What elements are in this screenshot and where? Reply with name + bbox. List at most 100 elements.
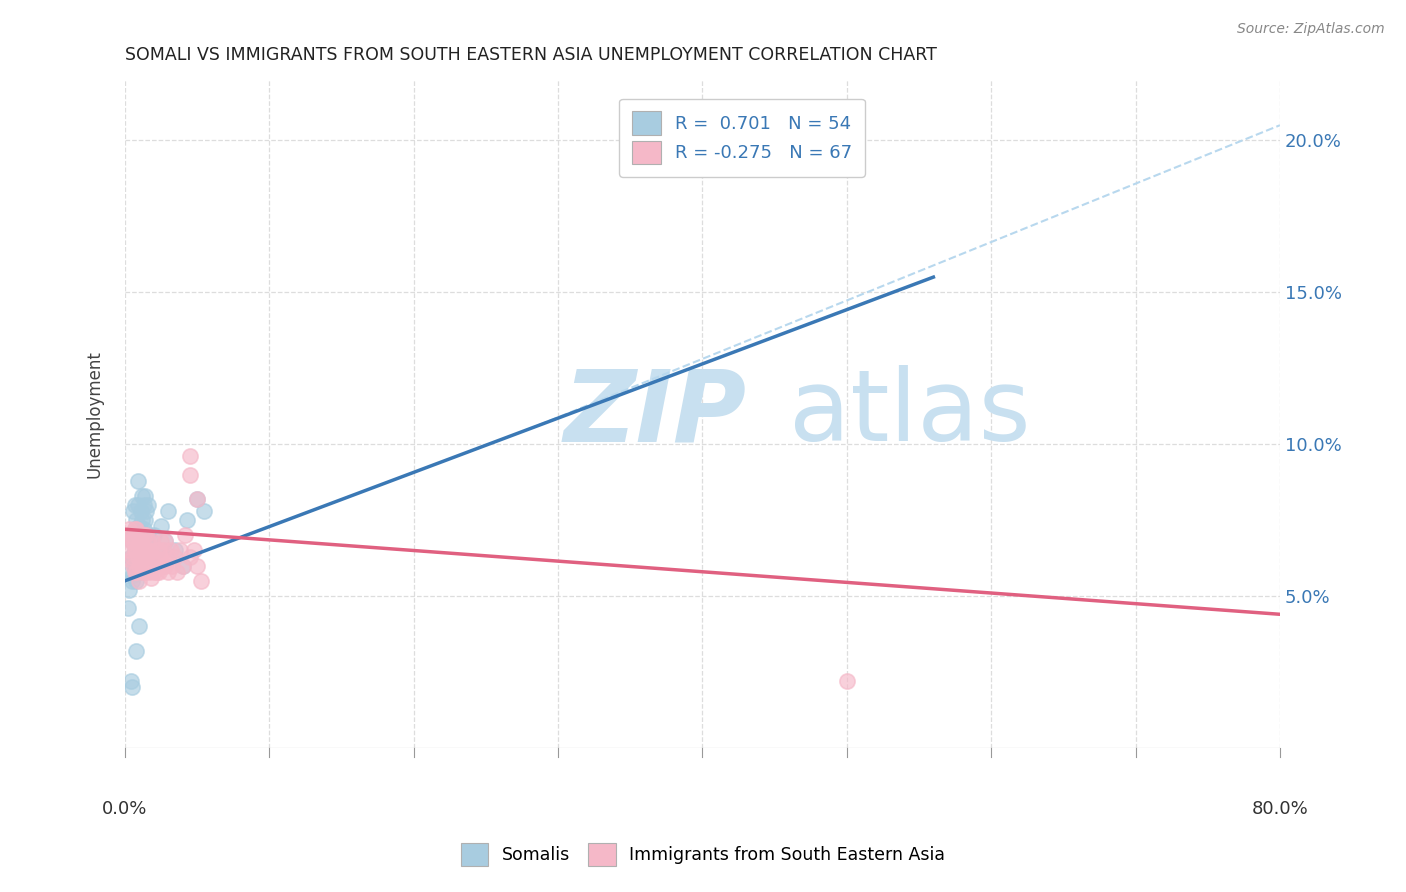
Point <box>145 543 167 558</box>
Point <box>131 543 153 558</box>
Point <box>122 534 145 549</box>
Point <box>120 534 142 549</box>
Point <box>124 543 146 558</box>
Point <box>150 558 173 573</box>
Point <box>157 565 180 579</box>
Legend: Somalis, Immigrants from South Eastern Asia: Somalis, Immigrants from South Eastern A… <box>454 837 952 872</box>
Point <box>157 504 180 518</box>
Point <box>138 565 160 579</box>
Point <box>129 552 152 566</box>
Point <box>142 549 165 564</box>
Point <box>835 674 858 689</box>
Point <box>179 450 201 464</box>
Point <box>131 489 153 503</box>
Text: 80.0%: 80.0% <box>1251 799 1309 818</box>
Point <box>138 543 160 558</box>
Point <box>122 549 145 564</box>
Point <box>122 504 145 518</box>
Point <box>125 522 148 536</box>
Point <box>118 522 141 536</box>
Point <box>139 571 162 585</box>
Point <box>135 528 157 542</box>
Point <box>134 489 156 503</box>
Point <box>120 565 142 579</box>
Point <box>132 522 155 536</box>
Point <box>120 552 142 566</box>
Point <box>148 543 170 558</box>
Point <box>134 543 156 558</box>
Point <box>142 565 165 579</box>
Point <box>139 549 162 564</box>
Point <box>124 522 146 536</box>
Point <box>127 543 149 558</box>
Point <box>155 534 177 549</box>
Point <box>125 513 148 527</box>
Point <box>121 549 143 564</box>
Point <box>132 528 155 542</box>
Point <box>162 558 184 573</box>
Point <box>124 558 146 573</box>
Point <box>118 543 141 558</box>
Point <box>128 619 150 633</box>
Point <box>129 534 152 549</box>
Point <box>166 565 188 579</box>
Point <box>136 528 159 542</box>
Point <box>121 552 143 566</box>
Point <box>131 565 153 579</box>
Point <box>165 543 187 558</box>
Point <box>124 565 146 579</box>
Point <box>127 522 149 536</box>
Point <box>155 534 177 549</box>
Point <box>149 534 172 549</box>
Point <box>153 543 176 558</box>
Point <box>136 558 159 573</box>
Point <box>124 543 146 558</box>
Point <box>121 534 143 549</box>
Point <box>183 543 205 558</box>
Point <box>186 491 208 506</box>
Point <box>155 558 177 573</box>
Point <box>129 552 152 566</box>
Point <box>176 513 198 527</box>
Point <box>157 549 180 564</box>
Point <box>149 519 172 533</box>
Point <box>125 565 148 579</box>
Point <box>125 543 148 558</box>
Point <box>134 513 156 527</box>
Point <box>190 574 212 588</box>
Point <box>125 552 148 566</box>
Point <box>120 674 142 689</box>
Legend: R =  0.701   N = 54, R = -0.275   N = 67: R = 0.701 N = 54, R = -0.275 N = 67 <box>619 99 865 177</box>
Point <box>127 474 149 488</box>
Point <box>172 558 194 573</box>
Point <box>124 522 146 536</box>
Text: Source: ZipAtlas.com: Source: ZipAtlas.com <box>1237 22 1385 37</box>
Y-axis label: Unemployment: Unemployment <box>86 350 103 478</box>
Point <box>118 582 141 597</box>
Point <box>128 519 150 533</box>
Point <box>141 534 163 549</box>
Point <box>132 549 155 564</box>
Point <box>179 549 201 564</box>
Point <box>129 504 152 518</box>
Point <box>128 543 150 558</box>
Point <box>136 534 159 549</box>
Point <box>125 534 148 549</box>
Point <box>128 558 150 573</box>
Point <box>148 565 170 579</box>
Point <box>174 528 197 542</box>
Point <box>145 565 167 579</box>
Point <box>131 513 153 527</box>
Point <box>121 680 143 694</box>
Point <box>124 498 146 512</box>
Point <box>127 498 149 512</box>
Point <box>142 528 165 542</box>
Point <box>127 528 149 542</box>
Point <box>146 552 169 566</box>
Point <box>122 567 145 582</box>
Point <box>120 549 142 564</box>
Point <box>128 537 150 551</box>
Point <box>165 549 187 564</box>
Point <box>117 601 139 615</box>
Point <box>134 565 156 579</box>
